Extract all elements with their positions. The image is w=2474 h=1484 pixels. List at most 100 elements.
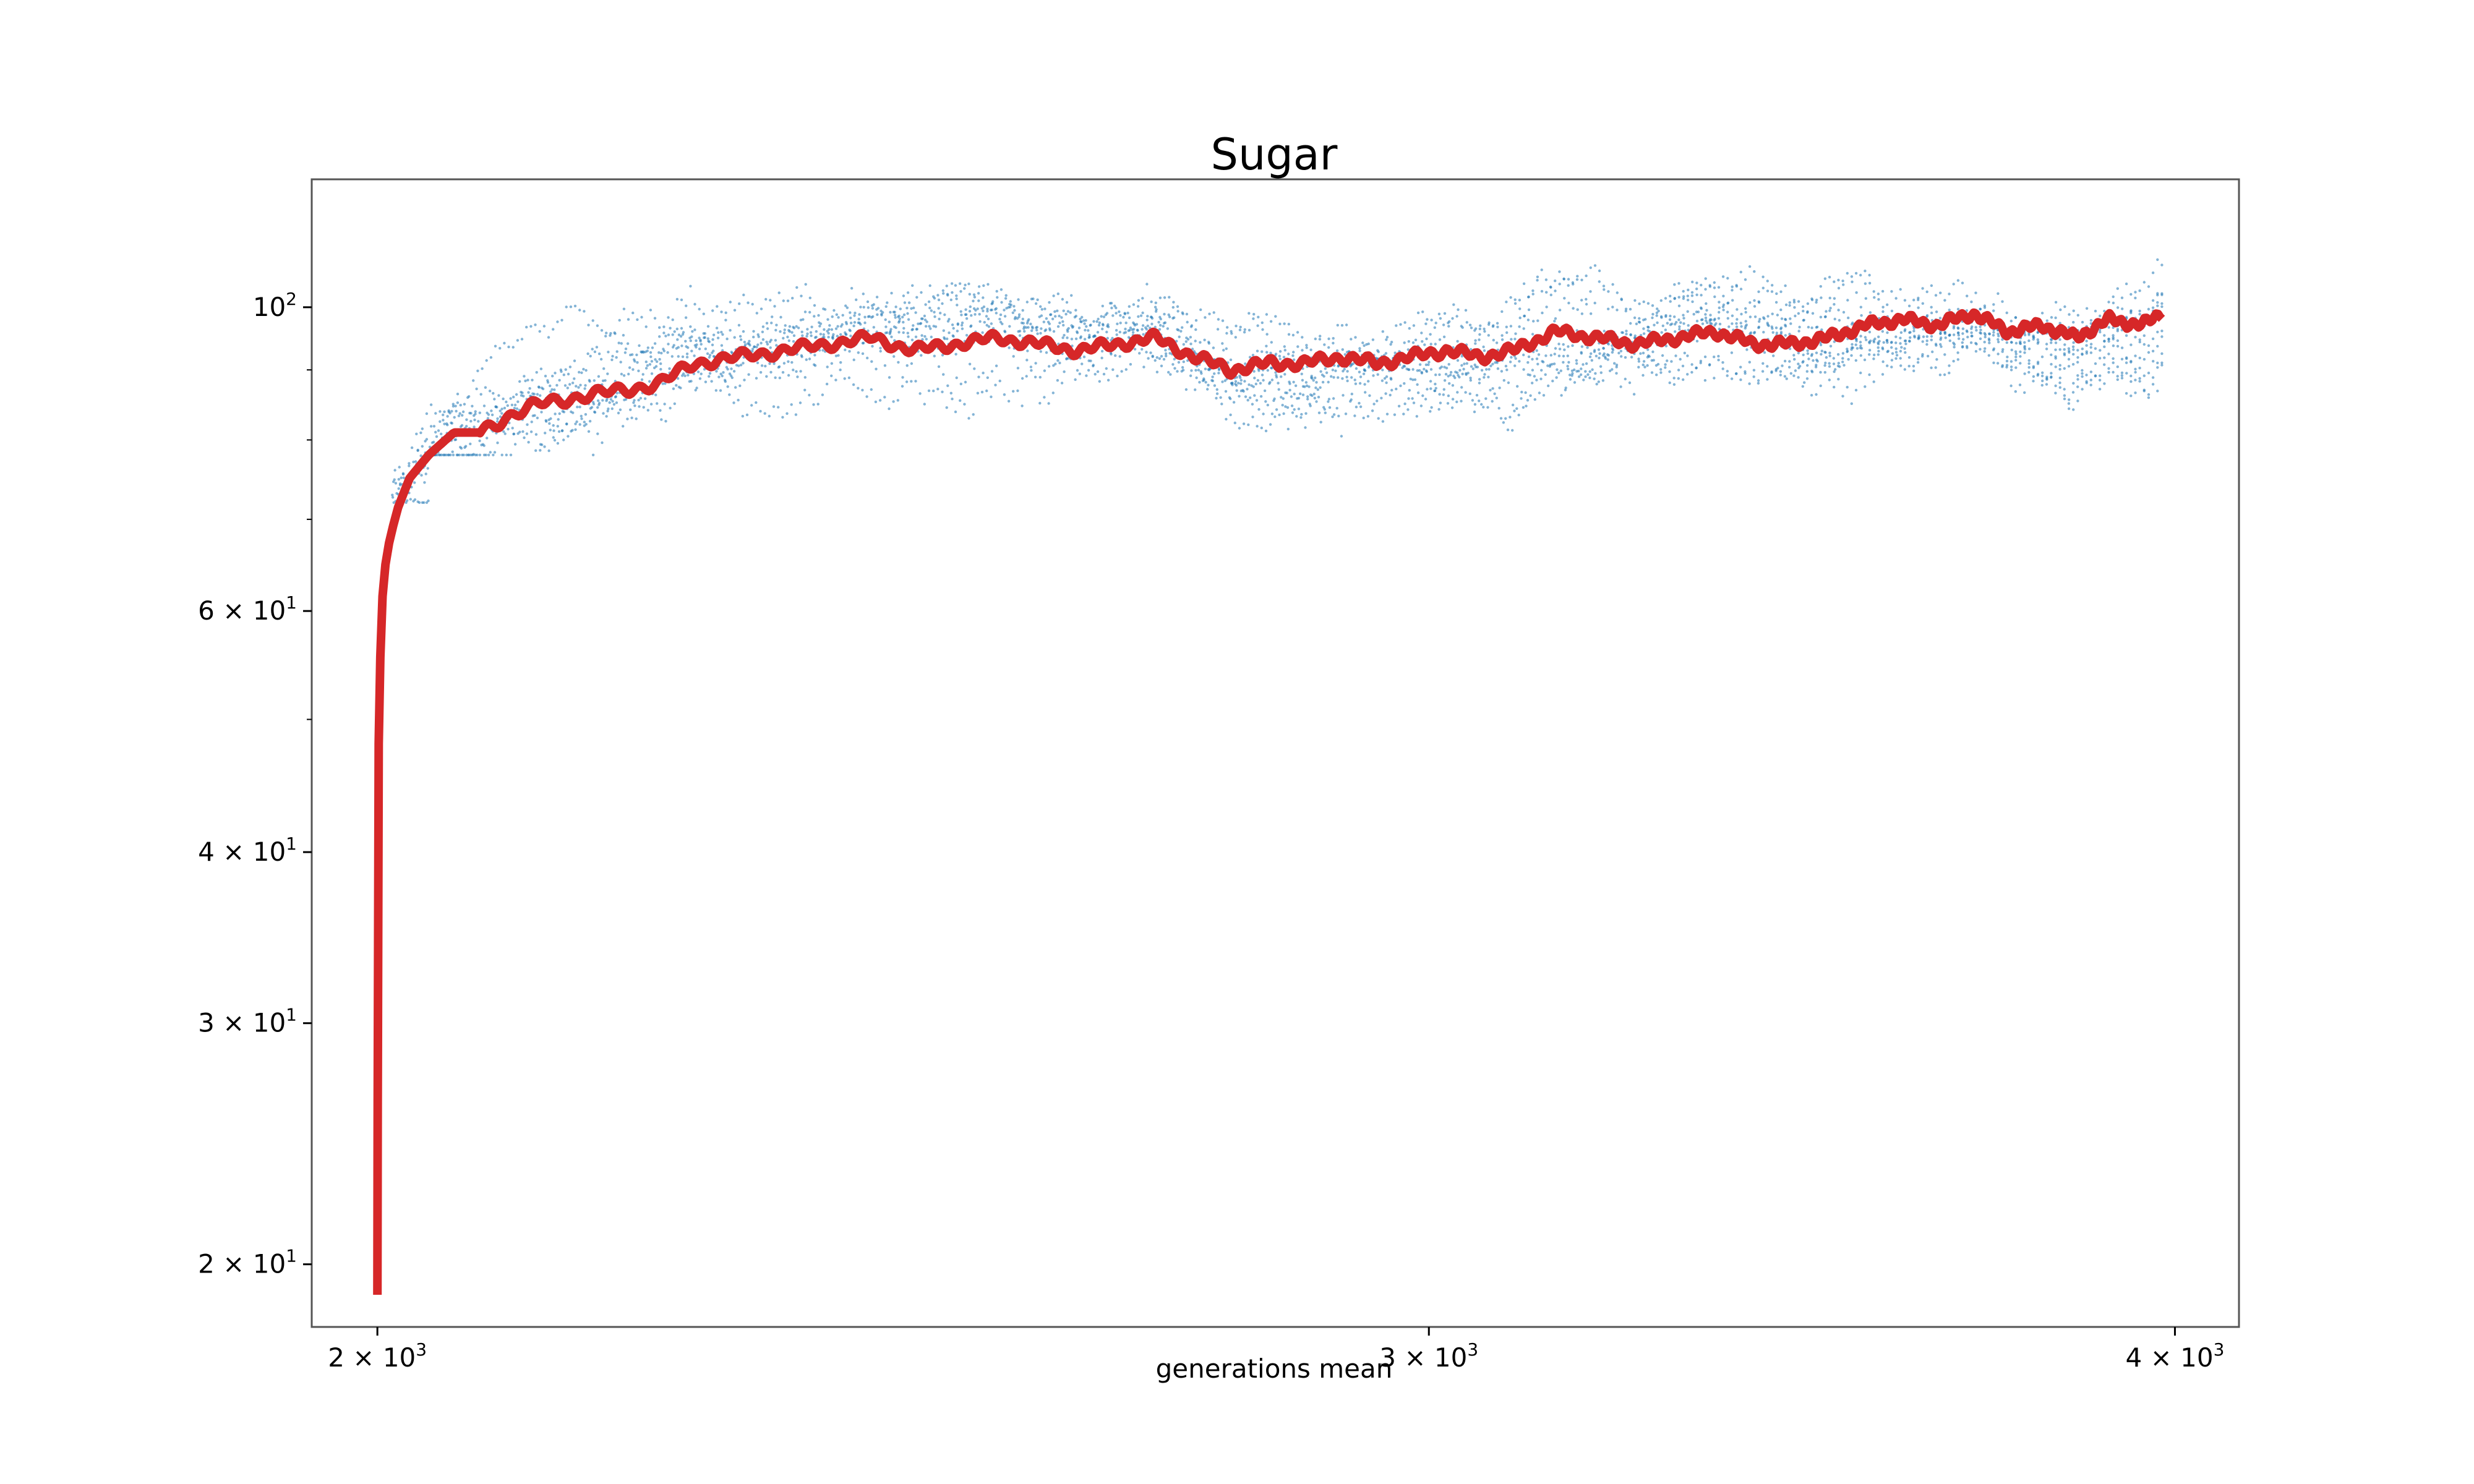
- scatter-point: [1022, 327, 1025, 330]
- scatter-point: [1018, 334, 1022, 337]
- scatter-point: [1531, 292, 1534, 296]
- scatter-point: [775, 344, 778, 347]
- scatter-point: [2160, 361, 2164, 364]
- scatter-point: [1819, 315, 1823, 318]
- scatter-point: [1602, 354, 1605, 357]
- scatter-point: [1930, 366, 1933, 369]
- scatter-point: [726, 367, 729, 371]
- scatter-point: [2129, 309, 2133, 312]
- scatter-point: [520, 391, 523, 394]
- scatter-point: [902, 294, 905, 297]
- scatter-point: [610, 358, 614, 362]
- scatter-point: [552, 436, 555, 439]
- scatter-point: [1273, 415, 1277, 419]
- scatter-point: [1554, 317, 1557, 320]
- scatter-point: [1120, 370, 1123, 373]
- scatter-point: [1588, 370, 1591, 373]
- scatter-point: [1731, 285, 1734, 288]
- scatter-point: [827, 336, 830, 339]
- scatter-point: [719, 389, 722, 392]
- scatter-point: [1806, 352, 1810, 355]
- scatter-point: [1484, 397, 1487, 400]
- scatter-point: [1292, 358, 1296, 361]
- scatter-point: [897, 314, 901, 318]
- scatter-point: [1031, 326, 1034, 330]
- scatter-point: [1278, 350, 1282, 353]
- scatter-point: [1846, 299, 1849, 302]
- scatter-point: [1325, 371, 1329, 374]
- scatter-point: [593, 379, 596, 382]
- scatter-point: [1536, 279, 1539, 282]
- scatter-point: [2107, 367, 2110, 370]
- scatter-point: [905, 364, 909, 367]
- scatter-point: [669, 326, 672, 330]
- scatter-point: [857, 317, 860, 321]
- scatter-point: [1058, 361, 1061, 365]
- scatter-point: [983, 321, 987, 324]
- scatter-point: [2036, 373, 2039, 377]
- scatter-point: [1304, 412, 1308, 415]
- scatter-point: [495, 406, 499, 409]
- scatter-point: [1239, 382, 1243, 385]
- scatter-point: [1703, 379, 1707, 382]
- scatter-point: [1864, 297, 1867, 300]
- scatter-point: [755, 401, 758, 404]
- scatter-point: [847, 376, 851, 380]
- scatter-point: [1447, 394, 1450, 398]
- scatter-point: [1365, 343, 1368, 346]
- scatter-point: [1185, 312, 1189, 316]
- scatter-point: [2001, 348, 2005, 351]
- scatter-point: [2085, 339, 2088, 343]
- scatter-point: [1505, 325, 1508, 328]
- scatter-point: [830, 328, 834, 331]
- scatter-point: [1301, 336, 1304, 339]
- scatter-point: [1288, 382, 1291, 385]
- scatter-point: [1363, 344, 1366, 348]
- scatter-point: [942, 373, 945, 376]
- scatter-point: [1828, 276, 1831, 279]
- scatter-point: [773, 362, 776, 365]
- scatter-point: [1304, 381, 1308, 384]
- scatter-point: [547, 336, 550, 339]
- scatter-point: [1789, 372, 1792, 375]
- scatter-point: [1492, 324, 1495, 327]
- scatter-point: [1025, 301, 1029, 304]
- scatter-point: [2085, 307, 2089, 310]
- scatter-point: [1780, 317, 1784, 320]
- scatter-point: [972, 413, 975, 416]
- scatter-point: [1222, 349, 1225, 352]
- scatter-point: [1171, 363, 1175, 366]
- scatter-point: [1526, 373, 1530, 376]
- scatter-point: [508, 421, 511, 425]
- scatter-point: [1797, 366, 1800, 370]
- scatter-point: [1427, 360, 1431, 364]
- scatter-point: [816, 403, 820, 406]
- scatter-point: [1212, 346, 1215, 349]
- scatter-point: [1004, 297, 1008, 300]
- scatter-point: [1597, 348, 1601, 351]
- scatter-point: [804, 283, 807, 286]
- scatter-point: [1585, 274, 1588, 278]
- scatter-point: [2072, 408, 2075, 411]
- scatter-point: [1894, 347, 1898, 351]
- scatter-point: [949, 298, 953, 302]
- scatter-point: [1284, 405, 1287, 408]
- scatter-point: [743, 378, 746, 382]
- scatter-point: [2120, 346, 2124, 349]
- scatter-point: [708, 354, 712, 357]
- scatter-point: [582, 367, 585, 371]
- scatter-point: [646, 409, 650, 412]
- scatter-point: [1722, 294, 1725, 297]
- scatter-point: [721, 374, 724, 378]
- scatter-point: [1141, 328, 1144, 331]
- scatter-point: [1235, 325, 1238, 328]
- scatter-point: [2005, 341, 2008, 344]
- scatter-point: [848, 350, 851, 353]
- scatter-point: [729, 329, 732, 332]
- scatter-point: [1797, 376, 1800, 379]
- scatter-point: [455, 453, 458, 456]
- scatter-point: [1819, 341, 1822, 344]
- scatter-point: [1450, 406, 1454, 409]
- scatter-point: [1948, 333, 1951, 337]
- scatter-point: [1847, 316, 1850, 320]
